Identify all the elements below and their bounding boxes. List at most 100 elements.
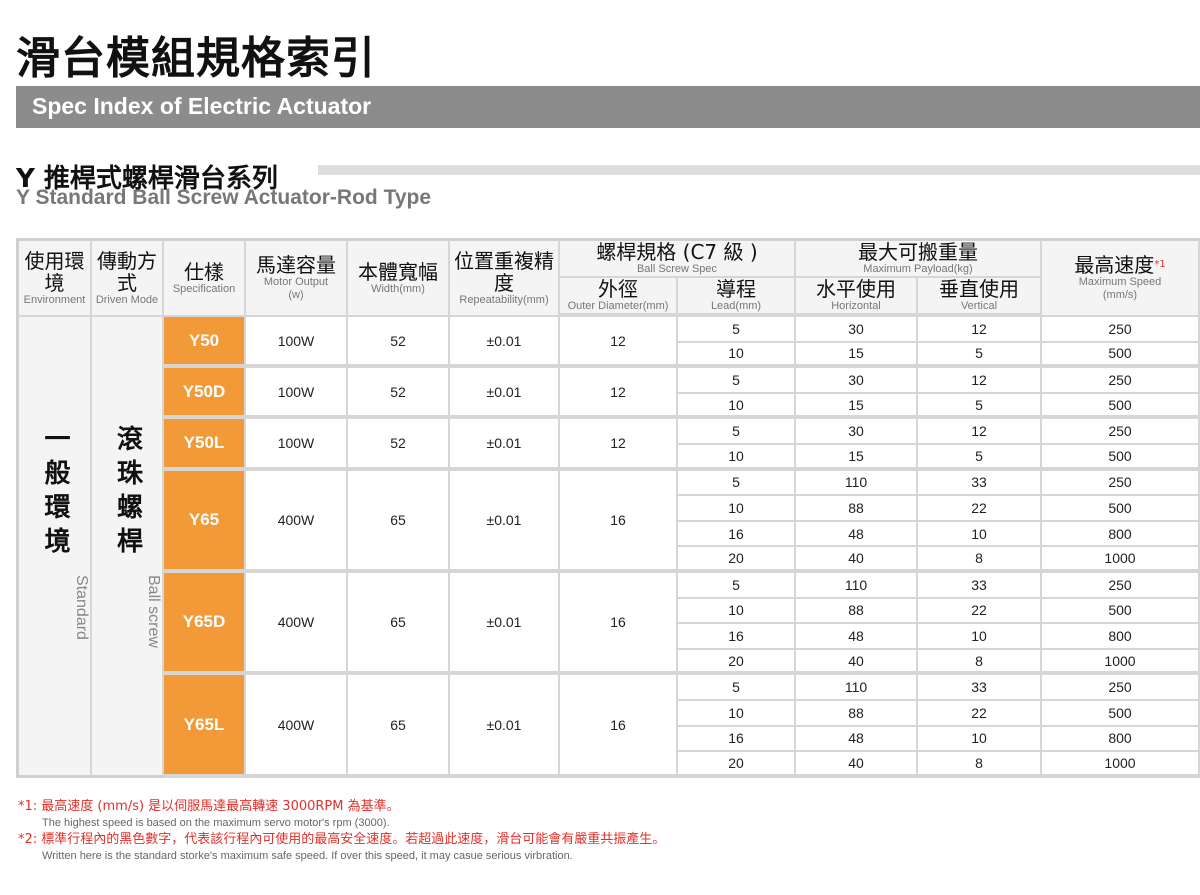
max-speed-cell: 250: [1042, 419, 1200, 445]
vertical-payload-cell: 5: [918, 393, 1042, 420]
vertical-payload-cell: 22: [918, 700, 1042, 727]
table-row: 20 40 8 1000: [16, 752, 1200, 778]
max-speed-cell: 250: [1042, 317, 1200, 343]
header-max-payload: 最大可搬重量 Maximum Payload(kg): [796, 238, 1042, 278]
table-row: 10 15 5 500: [16, 342, 1200, 369]
max-speed-cell: 500: [1042, 496, 1200, 522]
footnote-2: *2: 標準行程內的黑色數字，代表該行程內可使用的最高安全速度。若超過此速度，滑…: [18, 832, 666, 847]
motor-output-cell: 400W: [246, 675, 348, 778]
outer-diameter-cell: 12: [560, 368, 678, 420]
header-specification: 仕樣 Specification: [164, 238, 246, 317]
model-name: Y50D: [164, 368, 246, 420]
outer-diameter-cell: 12: [560, 317, 678, 369]
lead-cell: 16: [678, 726, 796, 753]
vertical-payload-cell: 5: [918, 444, 1042, 471]
vertical-payload-cell: 22: [918, 598, 1042, 625]
max-speed-cell: 250: [1042, 572, 1200, 599]
header-environment: 使用環境 Environment: [16, 238, 92, 317]
repeatability-cell: ±0.01: [450, 317, 560, 369]
horizontal-payload-cell: 15: [796, 342, 918, 369]
banner-text: Spec Index of Electric Actuator: [32, 93, 372, 119]
width-cell: 65: [348, 470, 450, 573]
repeatability-cell: ±0.01: [450, 368, 560, 420]
repeatability-cell: ±0.01: [450, 470, 560, 573]
footnotes: *1: 最高速度 (mm/s) 是以伺服馬達最高轉速 3000RPM 為基準。 …: [18, 798, 1198, 864]
outer-diameter-cell: 16: [560, 572, 678, 676]
horizontal-payload-cell: 88: [796, 496, 918, 522]
table-row: 10 88 22 500: [16, 700, 1200, 727]
horizontal-payload-cell: 15: [796, 393, 918, 420]
max-speed-cell: 800: [1042, 726, 1200, 753]
table-row: 一般環境 Standard 滾珠螺桿 Ball screw Y50 100W 52 ±0.01…: [16, 317, 1200, 778]
outer-diameter-cell: 12: [560, 419, 678, 471]
max-speed-cell: 500: [1042, 342, 1200, 369]
page-title: 滑台模組規格索引: [16, 33, 376, 84]
vertical-payload-cell: 33: [918, 470, 1042, 497]
horizontal-payload-cell: 88: [796, 598, 918, 625]
horizontal-payload-cell: 110: [796, 572, 918, 599]
width-cell: 52: [348, 317, 450, 369]
table-row: 10 88 22 500: [16, 598, 1200, 625]
horizontal-payload-cell: 15: [796, 444, 918, 471]
side-label-environment: 一般環境 Standard: [16, 317, 92, 778]
vertical-payload-cell: 10: [918, 624, 1042, 650]
series-subtitle: Y Standard Ball Screw Actuator-Rod Type: [16, 186, 432, 209]
lead-cell: 5: [678, 368, 796, 394]
footnote-1-en: The highest speed is based on the maximu…: [42, 817, 390, 829]
horizontal-payload-cell: 110: [796, 470, 918, 497]
table-row: 20 40 8 1000: [16, 649, 1200, 676]
header-max-speed: 最高速度*1 Maximum Speed (mm/s): [1042, 238, 1200, 317]
header-repeatability: 位置重複精度 Repeatability(mm): [450, 238, 560, 317]
motor-output-cell: 400W: [246, 470, 348, 573]
vertical-payload-cell: 12: [918, 419, 1042, 445]
header-outer-diameter: 外徑 Outer Diameter(mm): [560, 278, 678, 317]
footnote-mark: *1: [1154, 259, 1166, 270]
repeatability-cell: ±0.01: [450, 572, 560, 676]
horizontal-payload-cell: 40: [796, 547, 918, 573]
horizontal-payload-cell: 30: [796, 317, 918, 343]
lead-cell: 20: [678, 547, 796, 573]
header-ball-screw-spec: 螺桿規格 (C7 級 ) Ball Screw Spec: [560, 238, 796, 278]
motor-output-cell: 100W: [246, 419, 348, 471]
model-name: Y50L: [164, 419, 246, 471]
lead-cell: 20: [678, 649, 796, 676]
lead-cell: 5: [678, 572, 796, 599]
model-name: Y65D: [164, 572, 246, 676]
footnote-1: *1: 最高速度 (mm/s) 是以伺服馬達最高轉速 3000RPM 為基準。: [18, 799, 400, 814]
header-driven-mode: 傳動方式 Driven Mode: [92, 238, 164, 317]
vertical-payload-cell: 10: [918, 521, 1042, 548]
lead-cell: 5: [678, 317, 796, 343]
vertical-payload-cell: 8: [918, 752, 1042, 778]
table-row: Y65 400W 65 ±0.01 16 5 110 33 250: [16, 470, 1200, 573]
motor-output-cell: 100W: [246, 368, 348, 420]
max-speed-cell: 250: [1042, 368, 1200, 394]
max-speed-cell: 500: [1042, 444, 1200, 471]
table-row: Y65D 400W 65 ±0.01 16 5 110 33 250: [16, 572, 1200, 676]
model-name: Y65L: [164, 675, 246, 778]
motor-output-cell: 100W: [246, 317, 348, 369]
header-width: 本體寬幅 Width(mm): [348, 238, 450, 317]
horizontal-payload-cell: 40: [796, 649, 918, 676]
horizontal-payload-cell: 88: [796, 700, 918, 727]
footnote-2-en: Written here is the standard storke's ma…: [42, 850, 573, 862]
max-speed-cell: 250: [1042, 470, 1200, 497]
width-cell: 52: [348, 419, 450, 471]
table-row: Y50D 100W 52 ±0.01 12 5 30 12 250: [16, 368, 1200, 420]
table-row: 10 88 22 500: [16, 496, 1200, 522]
table-row: Y50L 100W 52 ±0.01 12 5 30 12 250: [16, 419, 1200, 471]
vertical-payload-cell: 22: [918, 496, 1042, 522]
motor-output-cell: 400W: [246, 572, 348, 676]
table-row: 16 48 10 800: [16, 726, 1200, 753]
table-row: 16 48 10 800: [16, 624, 1200, 650]
header-vertical: 垂直使用 Vertical: [918, 278, 1042, 317]
max-speed-cell: 1000: [1042, 649, 1200, 676]
vertical-payload-cell: 10: [918, 726, 1042, 753]
lead-cell: 10: [678, 342, 796, 369]
lead-cell: 5: [678, 675, 796, 701]
horizontal-payload-cell: 40: [796, 752, 918, 778]
horizontal-payload-cell: 48: [796, 521, 918, 548]
vertical-payload-cell: 12: [918, 368, 1042, 394]
horizontal-payload-cell: 48: [796, 726, 918, 753]
lead-cell: 5: [678, 470, 796, 497]
lead-cell: 10: [678, 393, 796, 420]
